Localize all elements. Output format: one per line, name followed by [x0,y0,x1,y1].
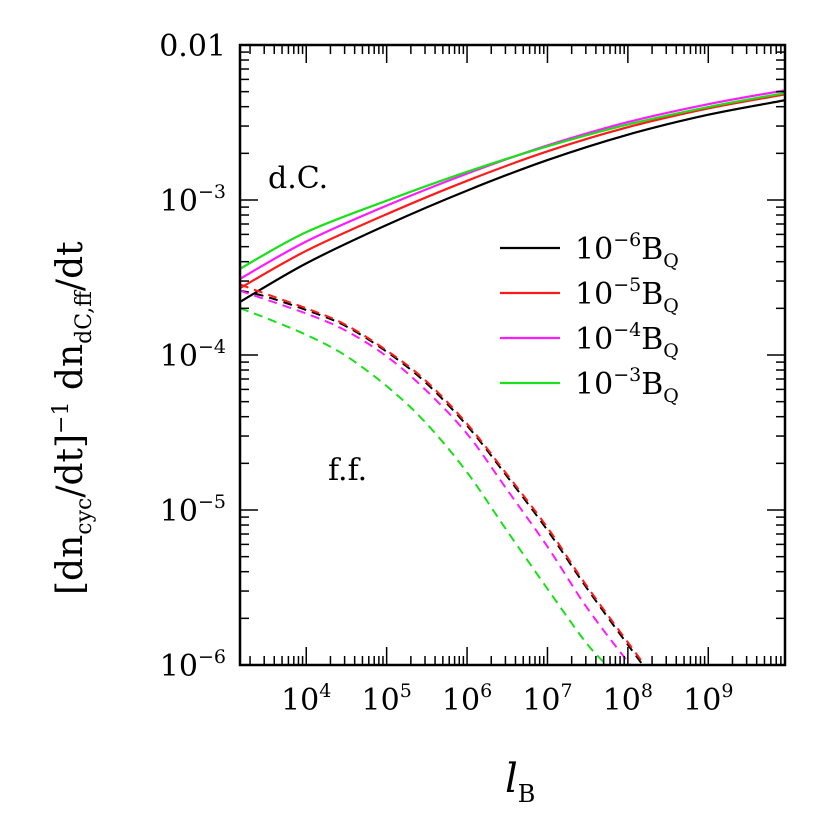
series-dc-curve-3 [240,91,785,270]
x-tick-label: 104 [281,680,331,718]
series-dc-curve-0 [240,99,785,303]
legend-label-0: 10−6BQ [575,229,679,272]
x-axis-label: lB [505,756,535,808]
plot-frame [238,43,787,667]
x-axis-label-sub: B [518,780,536,808]
x-tick-label: 105 [362,680,412,718]
y-tick-labels: 0.01 10−3 10−4 10−5 10−6 [159,29,226,684]
legend-label-1: 10−5BQ [575,274,679,317]
x-tick-labels: 104 105 106 107 108 109 [281,680,733,718]
annotation-dc: d.C. [268,161,328,196]
series-ff-curve-0 [240,289,645,665]
y-tick-label: 0.01 [159,29,226,64]
y-axis-label-sup: −1 [49,402,74,434]
x-tick-label: 109 [683,680,733,718]
y-axis-label: [dncyc/dt]−1 dndC,ff/dt [49,241,97,595]
legend-label-2: 10−4BQ [575,319,679,362]
y-axis-label-part2: /dt] [50,434,91,498]
series-ff-curve-3 [240,307,609,665]
y-tick-label: 10−6 [160,646,226,684]
x-tick-label: 106 [442,680,492,718]
annotation-ff: f.f. [328,453,367,488]
y-axis-label-part1: [dn [50,535,91,595]
y-tick-label: 10−5 [160,491,226,529]
y-axis-label-sub1: cyc [72,498,97,535]
series-dc-curve-1 [240,93,785,290]
series-ff-curve-1 [240,283,646,665]
y-tick-label: 10−4 [160,336,226,374]
x-axis-label-main: l [505,756,518,802]
axis-ticks [240,44,786,666]
y-axis-label-part3: dn [50,344,91,402]
legend-label-3: 10−3BQ [575,364,679,407]
y-tick-label: 10−3 [160,181,226,219]
x-tick-label: 107 [522,680,572,718]
y-axis-label-sub2: dC,ff [72,290,97,344]
series-curves [240,89,785,665]
x-tick-label: 108 [603,680,653,718]
series-ff-curve-2 [240,289,632,665]
y-axis-label-part4: /dt [50,241,91,291]
